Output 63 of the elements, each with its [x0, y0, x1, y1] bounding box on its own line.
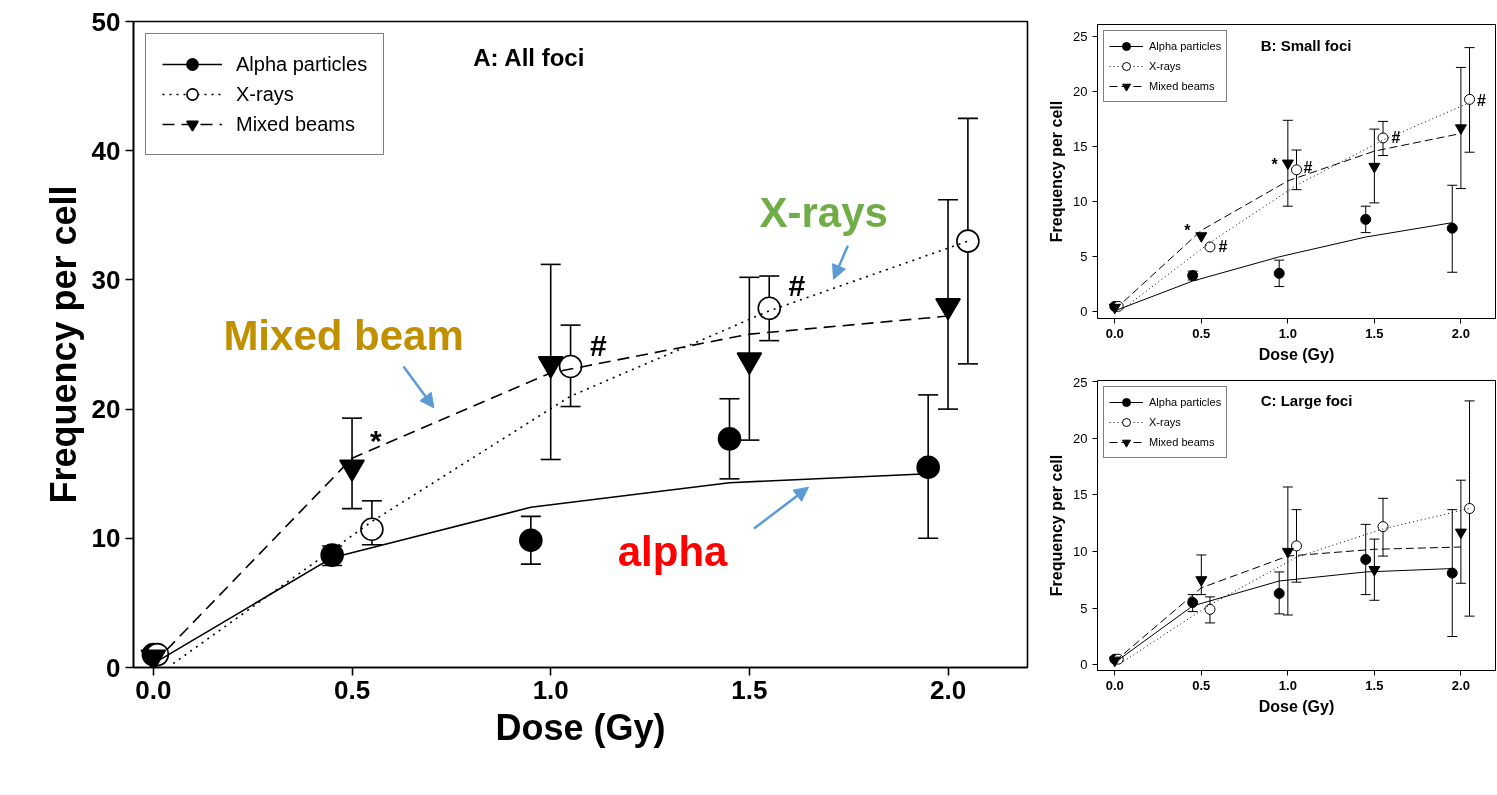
y-tick-label: 0: [1080, 304, 1088, 320]
x-tick-label: 2.0: [1451, 677, 1470, 693]
legend-label: Alpha particles: [1149, 40, 1222, 52]
x-tick-label: 1.0: [1278, 325, 1297, 341]
y-axis-title: Frequency per cell: [1048, 100, 1066, 243]
x-tick-label: 0.0: [1105, 677, 1124, 693]
annotation: *: [1271, 155, 1279, 173]
x-tick-label: 1.0: [1278, 677, 1297, 693]
y-tick-label: 15: [1073, 139, 1088, 155]
y-tick-label: 40: [91, 135, 121, 166]
annotation: *: [1184, 221, 1192, 239]
x-axis-title: Dose (Gy): [1258, 697, 1335, 715]
y-tick-label: 10: [1073, 194, 1088, 210]
y-axis-title: Frequency per cell: [1048, 454, 1066, 597]
y-tick-label: 25: [1073, 29, 1088, 45]
x-tick-label: 1.5: [1365, 677, 1384, 693]
text: C: Large foci: [1260, 392, 1353, 410]
x-axis-title: Dose (Gy): [495, 706, 666, 748]
annotation: alpha: [617, 527, 729, 575]
x-tick-label: 0.5: [333, 674, 371, 705]
legend-label: Mixed beams: [236, 112, 355, 136]
y-tick-label: 0: [106, 652, 121, 683]
y-tick-label: 30: [91, 264, 121, 295]
annotation: Mixed beam: [223, 311, 464, 359]
y-tick-label: 25: [1073, 374, 1088, 390]
x-tick-label: 1.5: [731, 674, 768, 705]
y-tick-label: 10: [1073, 544, 1088, 560]
text: A: All foci: [473, 43, 585, 71]
x-tick-label: 0.0: [1105, 325, 1124, 341]
x-tick-label: 2.0: [929, 674, 967, 705]
annotation: #: [1303, 159, 1313, 177]
text: B: Small foci: [1260, 36, 1352, 54]
legend-label: Mixed beams: [1149, 436, 1215, 448]
x-tick-label: 0.5: [1192, 325, 1211, 341]
y-tick-label: 10: [91, 523, 121, 554]
y-tick-label: 20: [1073, 430, 1088, 446]
y-tick-label: 20: [91, 394, 121, 425]
y-tick-label: 5: [1080, 249, 1088, 265]
y-tick-label: 50: [91, 6, 121, 37]
x-axis-title: Dose (Gy): [1258, 345, 1335, 363]
x-tick-label: 0.0: [135, 674, 172, 705]
y-tick-label: 0: [1080, 657, 1088, 673]
legend-label: Alpha particles: [236, 52, 368, 76]
annotation: *: [369, 423, 382, 457]
annotation: #: [1218, 237, 1228, 255]
annotation: #: [1477, 91, 1487, 109]
x-tick-label: 1.0: [532, 674, 569, 705]
legend-label: X-rays: [1149, 60, 1181, 72]
x-tick-label: 2.0: [1451, 325, 1470, 341]
y-axis-title: Frequency per cell: [42, 185, 84, 504]
y-tick-label: 5: [1080, 600, 1088, 616]
y-tick-label: 20: [1073, 84, 1088, 100]
annotation: #: [1391, 129, 1401, 147]
annotation: X-rays: [759, 189, 888, 237]
x-tick-label: 0.5: [1192, 677, 1211, 693]
annotation: #: [590, 329, 608, 363]
legend-label: Mixed beams: [1149, 80, 1215, 92]
legend-label: Alpha particles: [1149, 396, 1222, 408]
legend-label: X-rays: [236, 82, 294, 106]
annotation: #: [788, 268, 806, 302]
legend-label: X-rays: [1149, 416, 1181, 428]
x-tick-label: 1.5: [1365, 325, 1384, 341]
y-tick-label: 15: [1073, 487, 1088, 503]
